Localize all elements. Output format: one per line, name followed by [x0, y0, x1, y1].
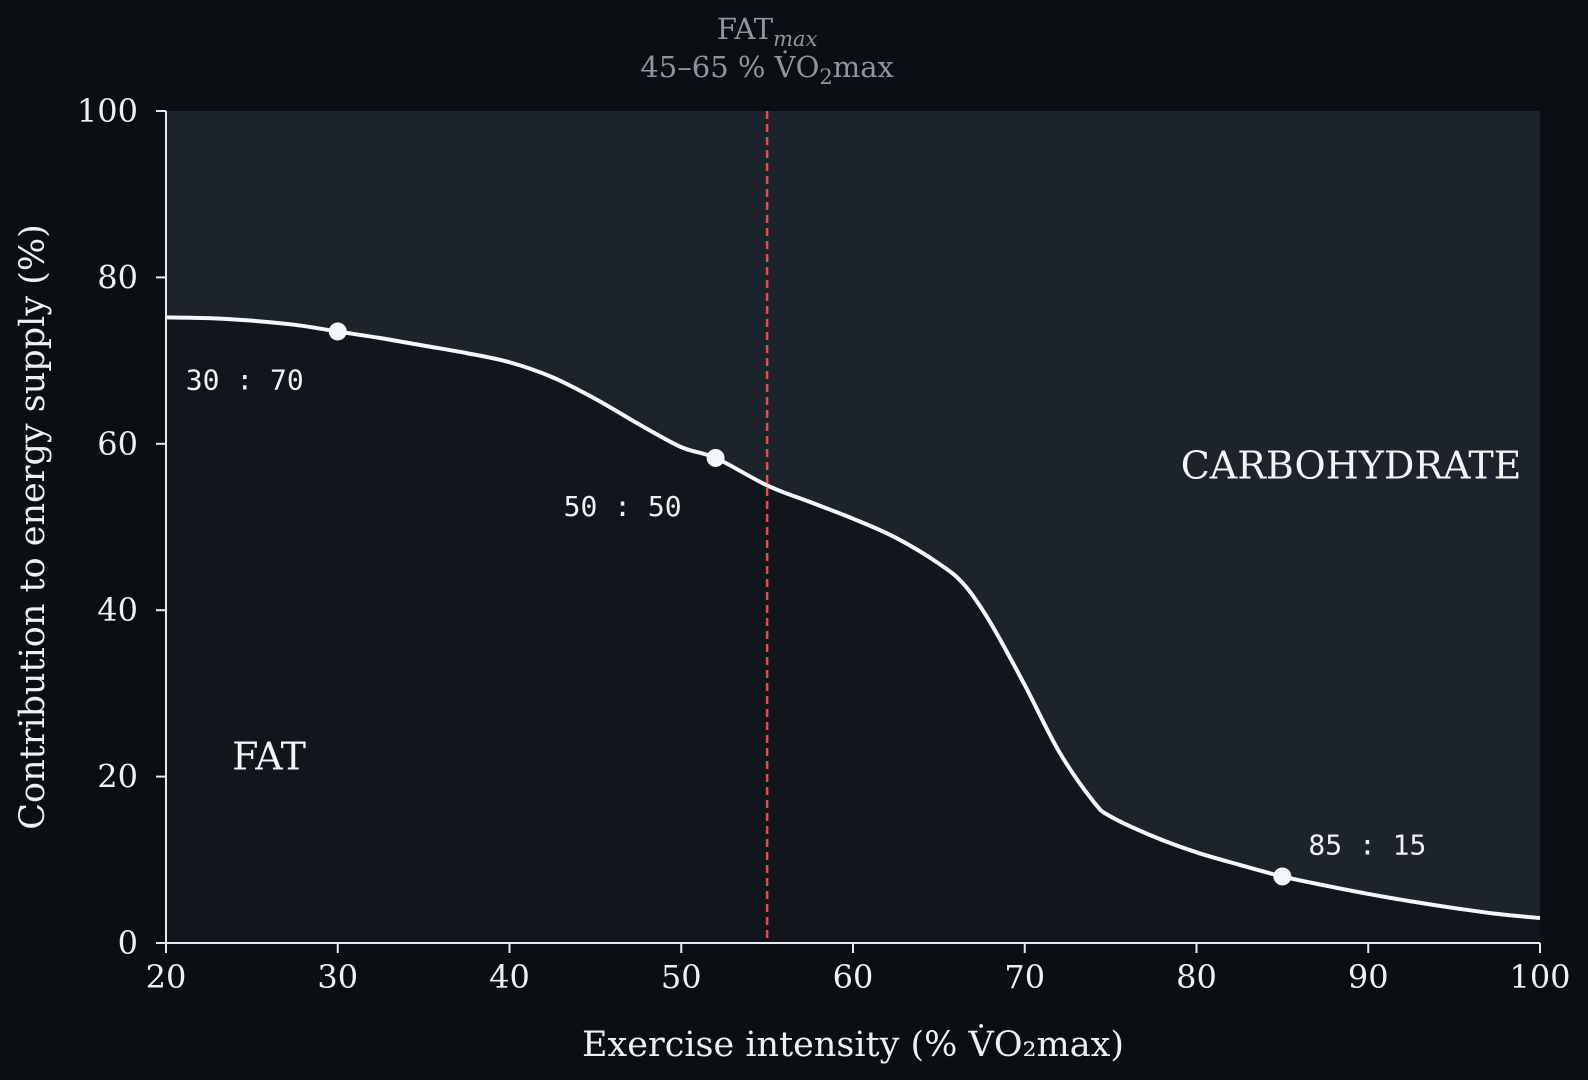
data-point-2 — [706, 448, 725, 467]
data-point-1 — [328, 322, 347, 341]
y-axis-title: Contribution to energy supply (%) — [13, 224, 53, 830]
x-tick-label-70: 70 — [1004, 958, 1045, 996]
ratio-labels: 30 : 70 50 : 50 85 : 15 — [186, 363, 1427, 861]
x-tick-label-40: 40 — [489, 958, 530, 996]
region-label-carbohydrate: CARBOHYDRATE — [1181, 443, 1522, 487]
y-tick-label-20: 20 — [97, 758, 138, 796]
x-tick-label-100: 100 — [1509, 958, 1570, 996]
ratio-label-3: 85 : 15 — [1308, 828, 1426, 861]
y-tick-label-100: 100 — [77, 92, 138, 130]
data-point-3 — [1273, 867, 1292, 886]
fatmax-range-tail: max — [833, 50, 894, 84]
y-tick-label-40: 40 — [97, 591, 138, 629]
y-tick-label-0: 0 — [118, 924, 138, 962]
region-label-fat: FAT — [232, 734, 306, 778]
fat-curve-line — [165, 315, 1541, 921]
fatmax-range-sub: 2 — [819, 65, 832, 89]
fatmax-title-main: FAT — [717, 12, 774, 46]
y-tick-label-80: 80 — [97, 258, 138, 296]
x-tick-label-80: 80 — [1176, 958, 1217, 996]
fat-area — [166, 317, 1540, 944]
x-tick-label-60: 60 — [833, 958, 874, 996]
x-tick-label-50: 50 — [661, 958, 702, 996]
fatmax-range-main: 45–65 % V̇O — [640, 50, 819, 84]
x-tick-label-90: 90 — [1348, 958, 1389, 996]
fatmax-marker-title: FATmax — [717, 12, 818, 51]
y-tick-label-60: 60 — [97, 425, 138, 463]
fatmax-range-label: 45–65 % V̇O2max — [640, 50, 894, 89]
data-points — [328, 322, 1292, 886]
x-axis-title: Exercise intensity (% V̇O₂max) — [582, 1024, 1124, 1065]
fatmax-title-sub: max — [773, 27, 817, 51]
ratio-label-1: 30 : 70 — [186, 363, 304, 396]
x-tick-label-30: 30 — [317, 958, 358, 996]
x-tick-label-20: 20 — [146, 958, 187, 996]
ratio-label-2: 50 : 50 — [564, 490, 682, 523]
